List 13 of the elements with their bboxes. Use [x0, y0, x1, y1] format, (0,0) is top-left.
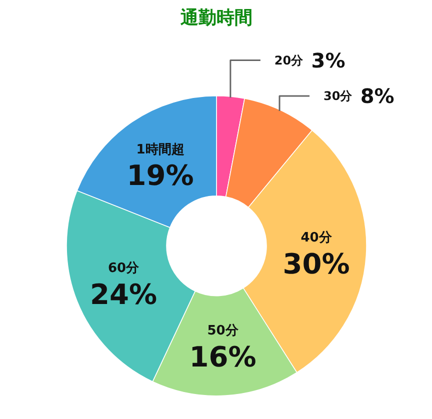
data-label: 16%	[189, 340, 256, 374]
data-label: 24%	[90, 278, 158, 311]
slice-label: 40分	[300, 230, 333, 246]
slice-label: 30分	[324, 89, 354, 104]
slice-label: 1時間超	[136, 142, 184, 158]
data-label: 30%	[282, 247, 350, 280]
chart-title: 通勤時間	[180, 8, 252, 28]
slice-label: 50分	[207, 323, 240, 338]
data-label: 3%	[311, 48, 346, 72]
slice-label: 20分	[274, 53, 304, 68]
slice-label: 60分	[108, 260, 140, 276]
data-label: 8%	[360, 84, 394, 108]
data-label: 19%	[126, 159, 194, 192]
